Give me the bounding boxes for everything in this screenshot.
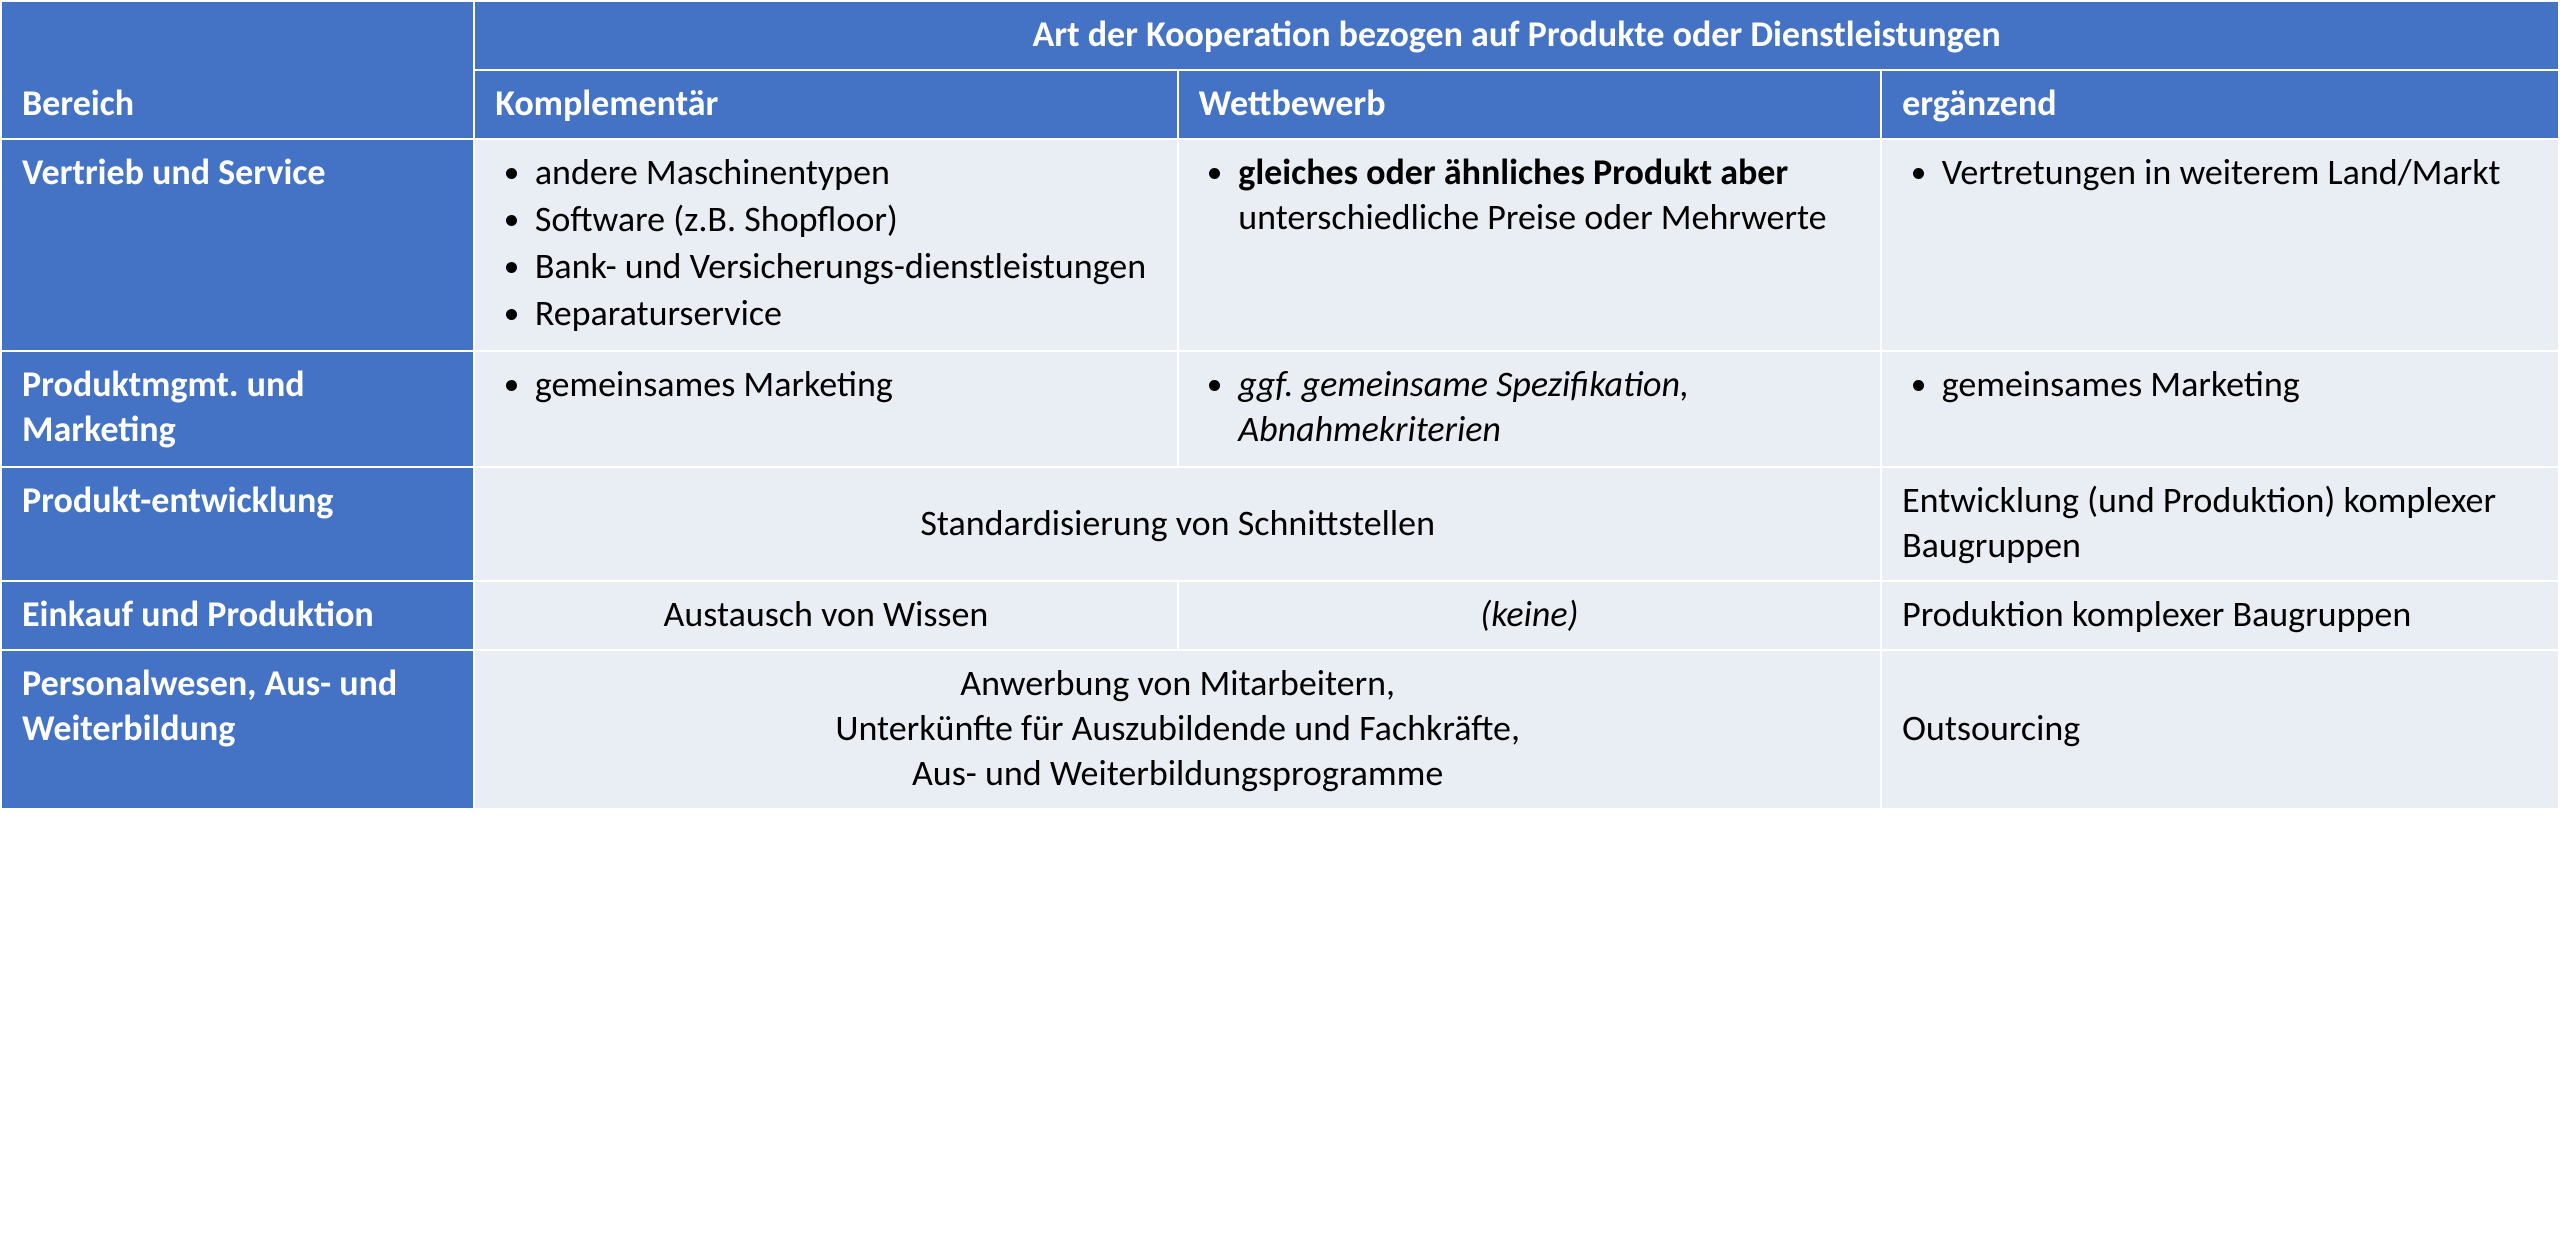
- table-row: Vertrieb und Service andere Maschinentyp…: [1, 139, 2559, 351]
- row-header: Personalwesen, Aus- und Weiterbildung: [1, 650, 474, 809]
- list-item: Reparaturservice: [535, 291, 1157, 336]
- cell-komplementaer: andere Maschinentypen Software (z.B. Sho…: [474, 139, 1177, 351]
- table-row: Produktmgmt. und Marketing gemeinsames M…: [1, 351, 2559, 467]
- table-row: Produkt-entwicklung Standardisierung von…: [1, 467, 2559, 581]
- cell-ergaenzend: Vertretungen in weiterem Land/Markt: [1881, 139, 2559, 351]
- cell-ergaenzend: Produktion komplexer Baugruppen: [1881, 581, 2559, 650]
- cell-komplementaer: Austausch von Wissen: [474, 581, 1177, 650]
- cell-list: andere Maschinentypen Software (z.B. Sho…: [495, 150, 1156, 336]
- col-header-bereich: Bereich: [1, 1, 474, 139]
- col-header-wettbewerb: Wettbewerb: [1178, 70, 1881, 139]
- cell-wettbewerb: ggf. gemeinsame Spezifikation, Abnahmekr…: [1178, 351, 1881, 467]
- bold-text: gleiches oder ähnliches Produkt aber: [1238, 150, 1788, 194]
- text-line: Aus- und Weiterbildungsprogramme: [912, 751, 1443, 795]
- cell-wettbewerb: gleiches oder ähnliches Produkt aber unt…: [1178, 139, 1881, 351]
- list-item: gemeinsames Marketing: [1942, 362, 2538, 407]
- cooperation-table: Bereich Art der Kooperation bezogen auf …: [0, 0, 2560, 810]
- cell-ergaenzend: Outsourcing: [1881, 650, 2559, 809]
- row-header: Produktmgmt. und Marketing: [1, 351, 474, 467]
- text-line: Anwerbung von Mitarbeitern,: [960, 661, 1395, 705]
- cell-ergaenzend: Entwicklung (und Produktion) komplexer B…: [1881, 467, 2559, 581]
- list-item: Vertretungen in weiterem Land/Markt: [1942, 150, 2538, 195]
- row-header: Produkt-entwicklung: [1, 467, 474, 581]
- table-row: Personalwesen, Aus- und Weiterbildung An…: [1, 650, 2559, 809]
- cell-list: gleiches oder ähnliches Produkt aber unt…: [1199, 150, 1860, 240]
- text: unterschiedliche Preise oder Mehrwerte: [1238, 195, 1826, 239]
- cell-komplementaer: gemeinsames Marketing: [474, 351, 1177, 467]
- row-header: Vertrieb und Service: [1, 139, 474, 351]
- col-header-komplementaer: Komplementär: [474, 70, 1177, 139]
- list-item: andere Maschinentypen: [535, 150, 1157, 195]
- super-header: Art der Kooperation bezogen auf Produkte…: [474, 1, 2559, 70]
- col-header-ergaenzend: ergänzend: [1881, 70, 2559, 139]
- text-line: Unterkünfte für Auszubildende und Fachkr…: [835, 706, 1520, 750]
- list-item: gleiches oder ähnliches Produkt aber unt…: [1238, 150, 1860, 240]
- cell-ergaenzend: gemeinsames Marketing: [1881, 351, 2559, 467]
- list-item: Software (z.B. Shopfloor): [535, 197, 1157, 242]
- row-header: Einkauf und Produktion: [1, 581, 474, 650]
- list-item-italic: ggf. gemeinsame Spezifikation, Abnahmekr…: [1238, 362, 1860, 452]
- table-row: Einkauf und Produktion Austausch von Wis…: [1, 581, 2559, 650]
- cell-none: (keine): [1178, 581, 1881, 650]
- cell-list: Vertretungen in weiterem Land/Markt: [1902, 150, 2538, 195]
- list-item: gemeinsames Marketing: [535, 362, 1157, 407]
- cell-merged: Standardisierung von Schnittstellen: [474, 467, 1881, 581]
- list-item: Bank- und Versicherungs-dienstleistungen: [535, 244, 1157, 289]
- cell-merged: Anwerbung von Mitarbeitern, Unterkünfte …: [474, 650, 1881, 809]
